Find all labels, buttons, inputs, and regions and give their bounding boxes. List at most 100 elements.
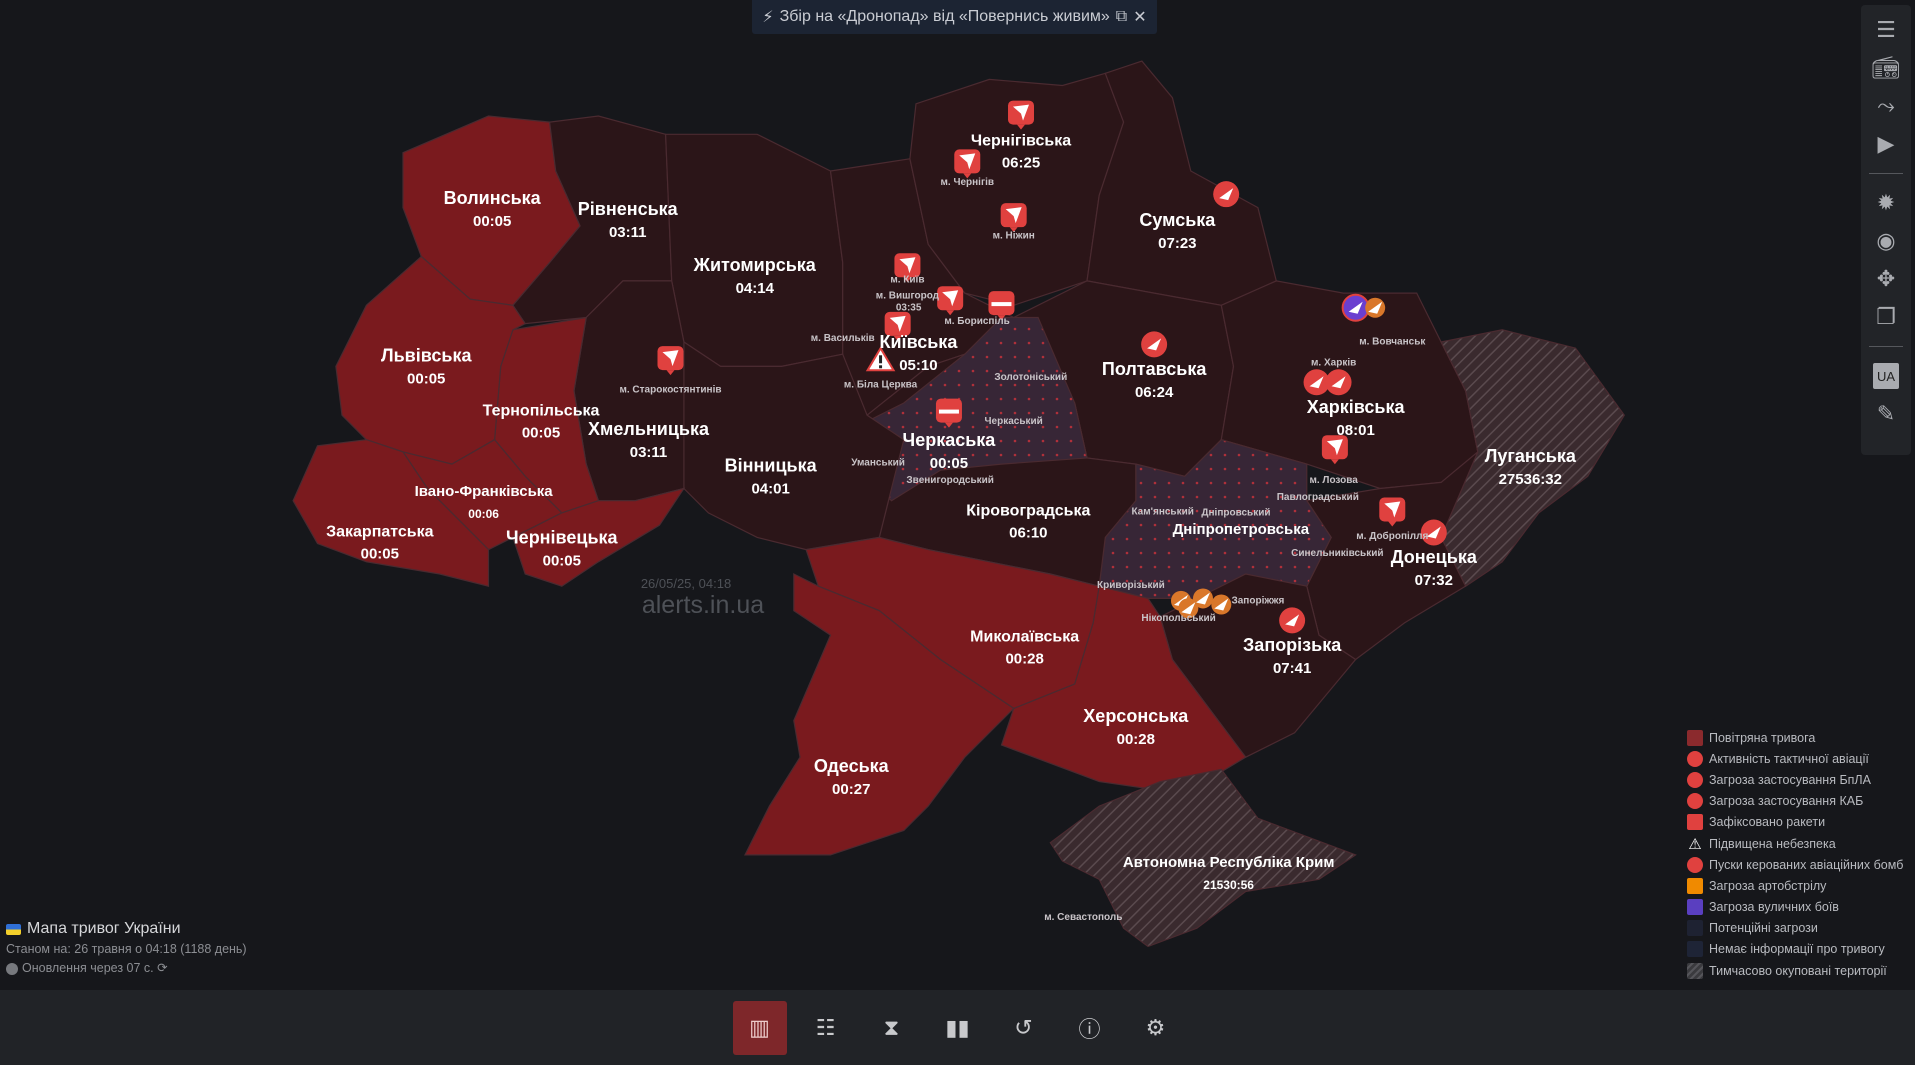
drone-marker-icon[interactable] — [894, 253, 921, 283]
region[interactable] — [512, 115, 673, 325]
region-timer: 00:05 — [930, 455, 968, 472]
city-label: Уманський — [851, 458, 905, 469]
region-name: Рівненська — [578, 199, 679, 219]
region-timer: 00:05 — [473, 213, 511, 230]
language-button[interactable]: UA — [1866, 357, 1906, 395]
donation-banner[interactable]: ⚡ Збір на «Дронопад» від «Повернись живи… — [752, 0, 1157, 34]
region-shape[interactable] — [1440, 329, 1626, 588]
bomb-launch-icon — [1687, 856, 1703, 873]
region-timer: 03:11 — [609, 224, 647, 241]
aviation-icon — [1687, 750, 1703, 767]
city-label: м. Севастополь — [1044, 912, 1122, 923]
refresh-icon[interactable]: ⟳ — [157, 961, 168, 975]
region-shape[interactable] — [1086, 60, 1278, 306]
nav-map-button[interactable]: ▥ — [732, 1000, 787, 1055]
drone-marker-icon[interactable] — [1008, 100, 1035, 130]
legend-item: Тимчасово окуповані території — [1687, 960, 1903, 981]
region[interactable] — [744, 573, 1015, 856]
drone-marker-icon[interactable] — [1321, 435, 1348, 465]
drone-circle-marker-icon[interactable] — [1279, 607, 1306, 634]
region-shape[interactable] — [664, 133, 844, 367]
language-ua: UA — [1873, 363, 1899, 389]
region-name: Черкаська — [903, 430, 997, 450]
youtube-icon[interactable]: ▶ — [1877, 131, 1895, 156]
city-label: м. Лозова — [1309, 475, 1358, 486]
region-shape[interactable] — [512, 487, 686, 587]
aviation-marker-icon[interactable] — [1213, 181, 1240, 208]
artillery-marker-icon[interactable] — [1211, 594, 1232, 615]
divider — [1869, 173, 1903, 174]
legend-item: Активність тактичної авіації — [1687, 748, 1903, 769]
legend-item: Повітряна тривога — [1687, 727, 1903, 748]
legend-label: Загроза застосування КАБ — [1709, 794, 1864, 809]
region[interactable] — [512, 487, 686, 587]
region[interactable] — [683, 340, 905, 551]
drone-circle-marker-icon[interactable] — [1141, 331, 1168, 358]
region[interactable] — [1440, 329, 1626, 588]
region-timer: 05:10 — [899, 357, 937, 374]
region[interactable] — [664, 133, 844, 367]
region-timer: 03:11 — [630, 444, 668, 461]
region-shape[interactable] — [292, 439, 490, 587]
artillery-marker-icon[interactable] — [1365, 297, 1386, 318]
drone-marker-icon[interactable] — [1000, 203, 1027, 233]
nav-history-button[interactable]: ↺ — [997, 1001, 1051, 1055]
nav-help-button[interactable]: ⓘ — [1063, 1001, 1117, 1055]
region-timer: 07:23 — [1158, 235, 1196, 252]
fullscreen-icon[interactable]: ✥ — [1876, 266, 1896, 291]
drone-marker-icon[interactable] — [1379, 497, 1406, 527]
region-shape[interactable] — [512, 115, 673, 325]
drone-marker-icon[interactable] — [954, 149, 981, 179]
route-icon[interactable]: ⤳ — [1877, 93, 1895, 118]
windows-icon[interactable]: ❐ — [1876, 304, 1896, 329]
street-fighting-marker-icon[interactable] — [1341, 293, 1370, 322]
drone-marker-icon[interactable] — [884, 311, 911, 341]
bolt-icon: ⚡ — [762, 9, 774, 26]
camera-icon[interactable]: ◉ — [1876, 228, 1896, 253]
menu-icon[interactable]: ☰ — [1876, 17, 1896, 42]
rocket-marker-icon[interactable] — [988, 291, 1015, 321]
region[interactable] — [1086, 60, 1278, 306]
banner-text[interactable]: Збір на «Дронопад» від «Повернись живим» — [779, 8, 1110, 25]
close-icon[interactable]: ✕ — [1133, 9, 1147, 26]
pencil-icon[interactable]: ✎ — [1876, 401, 1896, 426]
aviation-marker-icon[interactable] — [1303, 369, 1330, 396]
drone-marker-icon[interactable] — [937, 286, 964, 316]
region-timer: 04:01 — [751, 481, 789, 498]
region-name: Луганська — [1485, 446, 1577, 466]
drone-marker-icon[interactable] — [657, 346, 684, 376]
nav-list-button[interactable]: ☷ — [799, 1001, 853, 1055]
artillery-marker-icon[interactable] — [1178, 598, 1199, 619]
artillery-marker-icon[interactable] — [1192, 588, 1213, 609]
region-name: Житомирська — [693, 255, 817, 275]
region-timer: 27536:32 — [1499, 471, 1562, 488]
map-legend: Повітряна тривога Активність тактичної ав… — [1687, 727, 1903, 981]
warning-marker-icon[interactable] — [865, 346, 896, 372]
region-name: Херсонська — [1083, 706, 1189, 726]
city-label: Павлоградський — [1277, 492, 1359, 503]
brightness-icon[interactable]: ✹ — [1876, 190, 1896, 215]
legend-label: Немає інформації про тривогу — [1709, 942, 1885, 957]
region-shape[interactable] — [683, 340, 905, 551]
legend-label: Пуски керованих авіаційних бомб — [1709, 857, 1904, 872]
nav-settings-button[interactable]: ⚙ — [1129, 1001, 1183, 1055]
external-link-icon[interactable]: ⧉ — [1115, 8, 1128, 25]
region[interactable] — [1049, 768, 1357, 948]
city-label: Дніпровський — [1201, 508, 1270, 519]
potential-threat-swatch — [1687, 920, 1703, 937]
alert-map[interactable]: Волинська 00:05 Рівненська 03:11 Житомирська… — [0, 0, 1915, 990]
legend-label: Загроза застосування БпЛА — [1709, 772, 1871, 787]
update-indicator-icon — [6, 962, 18, 975]
aviation-marker-icon[interactable] — [1325, 369, 1352, 396]
city-label: м. Добропілля — [1356, 530, 1428, 542]
nav-stats-button[interactable]: ▮▮ — [931, 1001, 985, 1055]
radio-icon[interactable]: 📻︎ — [1872, 55, 1900, 80]
region[interactable] — [292, 439, 490, 587]
region-shape[interactable] — [1049, 768, 1357, 948]
nav-timer-button[interactable]: ⧗ — [865, 1001, 919, 1055]
drone-circle-marker-icon[interactable] — [1420, 519, 1447, 546]
artillery-swatch — [1687, 877, 1703, 894]
city-label: м. Бориспіль — [944, 316, 1009, 327]
rocket-marker-icon[interactable] — [935, 398, 962, 428]
region-shape[interactable] — [744, 573, 1015, 856]
